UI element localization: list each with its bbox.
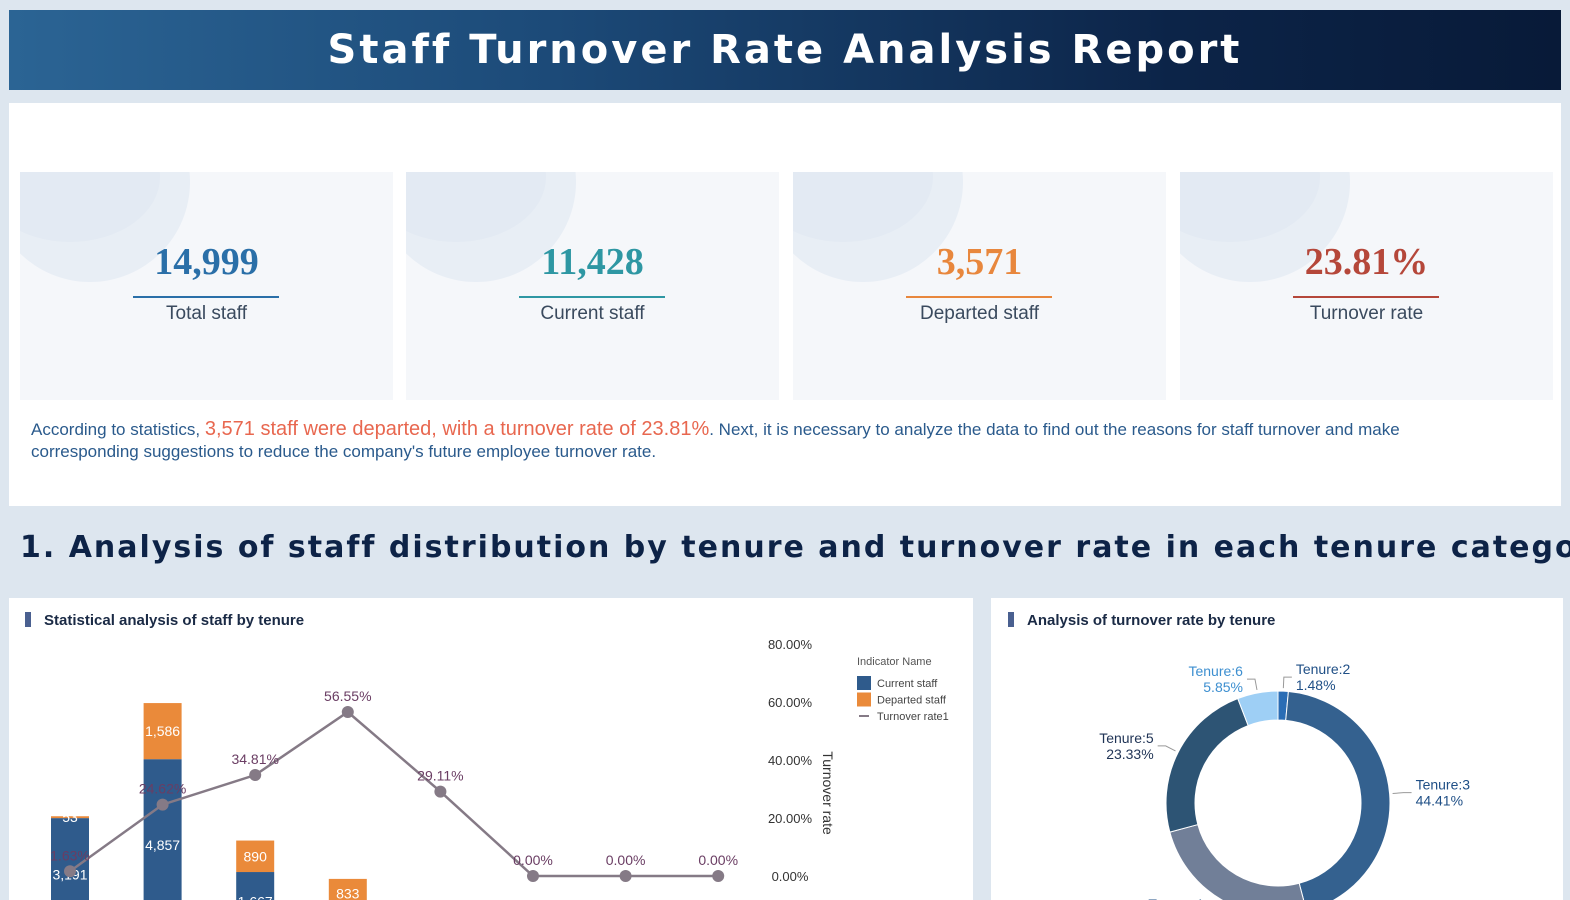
bar bbox=[143, 759, 182, 900]
charts: Statistical analysis of staff by tenure … bbox=[9, 598, 1563, 900]
bar-label: 4,857 bbox=[145, 837, 180, 853]
y2-axis-title: Turnover rate bbox=[820, 751, 836, 835]
summary-lead: According to statistics, bbox=[31, 420, 205, 439]
header: Staff Turnover Rate Analysis Report bbox=[9, 10, 1561, 90]
panel-marker bbox=[1008, 612, 1014, 627]
kpi-value: 23.81% bbox=[1304, 241, 1429, 283]
kpi-value: 14,999 bbox=[154, 241, 259, 283]
line-point bbox=[434, 785, 447, 798]
summary: According to statistics, 3,571 staff wer… bbox=[31, 418, 1511, 463]
slice-value: 5.85% bbox=[1203, 679, 1243, 695]
y2-tick-label: 40.00% bbox=[768, 753, 813, 768]
y2-tick-label: 0.00% bbox=[772, 869, 809, 884]
line-point bbox=[527, 870, 539, 882]
bar-label: 833 bbox=[336, 886, 360, 900]
line-label: 0.00% bbox=[698, 852, 738, 868]
legend-label: Departed staff bbox=[877, 695, 947, 707]
summary-rest: . Next, it is necessary to analyze the d… bbox=[31, 420, 1400, 461]
bar bbox=[236, 840, 275, 873]
line-label: 56.55% bbox=[324, 688, 371, 704]
kpi-underline bbox=[1293, 296, 1439, 298]
kpi-underline bbox=[906, 296, 1052, 298]
kpi-label: Turnover rate bbox=[1309, 303, 1424, 324]
line-point bbox=[64, 865, 76, 878]
chart-title: Analysis of turnover rate by tenure bbox=[1027, 612, 1275, 629]
y2-tick-label: 80.00% bbox=[768, 637, 813, 652]
slice-name: Tenure:5 bbox=[1099, 730, 1154, 746]
line-label: 0.00% bbox=[606, 852, 646, 868]
panel-marker bbox=[25, 612, 31, 627]
panel bbox=[991, 598, 1563, 900]
line-label: 1.63% bbox=[50, 847, 90, 863]
kpi-card: 14,999 Total staff bbox=[20, 172, 393, 400]
chart-title: Statistical analysis of staff by tenure bbox=[44, 612, 304, 629]
leader-line bbox=[1157, 745, 1176, 752]
line-label: 34.81% bbox=[231, 751, 278, 767]
leader-line bbox=[1392, 792, 1412, 795]
line-point bbox=[249, 769, 262, 782]
bar bbox=[236, 872, 275, 900]
legend-label: Current staff bbox=[877, 678, 938, 690]
bar-label: 53 bbox=[62, 809, 78, 825]
bar-label: 1,667 bbox=[238, 894, 273, 900]
kpi-card: 23.81% Turnover rate bbox=[1180, 172, 1553, 400]
slice-name: Tenure:2 bbox=[1296, 661, 1351, 677]
donut-slice bbox=[1285, 690, 1391, 900]
slice-name: Tenure:4 bbox=[1148, 896, 1203, 900]
line-point bbox=[156, 798, 169, 811]
kpi-value: 3,571 bbox=[936, 241, 1023, 283]
slice-name: Tenure:3 bbox=[1416, 777, 1471, 793]
bar bbox=[51, 818, 89, 900]
line-point bbox=[619, 870, 632, 882]
leader-line bbox=[1246, 678, 1258, 691]
y2-tick-label: 60.00% bbox=[768, 695, 813, 710]
bar bbox=[143, 703, 182, 760]
section-title: 1. Analysis of staff distribution by ten… bbox=[20, 530, 1570, 565]
line bbox=[69, 710, 719, 878]
line-point bbox=[341, 706, 354, 719]
legend-swatch bbox=[857, 692, 871, 707]
legend-label: Turnover rate1 bbox=[877, 711, 949, 723]
bar bbox=[51, 816, 89, 819]
report-title: Staff Turnover Rate Analysis Report bbox=[327, 27, 1243, 73]
leader-line bbox=[1282, 676, 1292, 689]
line-point bbox=[712, 870, 725, 882]
bar bbox=[328, 878, 367, 900]
donut-slice bbox=[1237, 690, 1279, 727]
kpi-card: 11,428 Current staff bbox=[406, 172, 779, 400]
kpi-underline bbox=[133, 296, 279, 298]
legend-swatch bbox=[857, 676, 871, 690]
kpi-label: Departed staff bbox=[919, 303, 1039, 324]
bar-label: 1,586 bbox=[145, 723, 180, 739]
kpi-value: 11,428 bbox=[541, 241, 644, 283]
kpi-underline bbox=[519, 296, 665, 298]
slice-name: Tenure:6 bbox=[1188, 663, 1243, 679]
legend-title: Indicator Name bbox=[857, 656, 932, 668]
slice-value: 1.48% bbox=[1296, 677, 1336, 693]
y2-tick-label: 20.00% bbox=[768, 811, 813, 826]
line-label: 29.11% bbox=[417, 768, 463, 784]
kpi-label: Total staff bbox=[166, 303, 247, 324]
slice-value: 23.33% bbox=[1106, 746, 1153, 762]
summary-highlight: 3,571 staff were departed, with a turnov… bbox=[204, 418, 710, 440]
bar-label: 890 bbox=[244, 848, 268, 864]
kpi-card: 3,571 Departed staff bbox=[793, 172, 1166, 400]
line-label: 0.00% bbox=[513, 852, 553, 868]
line-label: 24.62% bbox=[139, 781, 186, 797]
kpi-label: Current staff bbox=[540, 303, 645, 324]
slice-value: 44.41% bbox=[1416, 793, 1463, 809]
